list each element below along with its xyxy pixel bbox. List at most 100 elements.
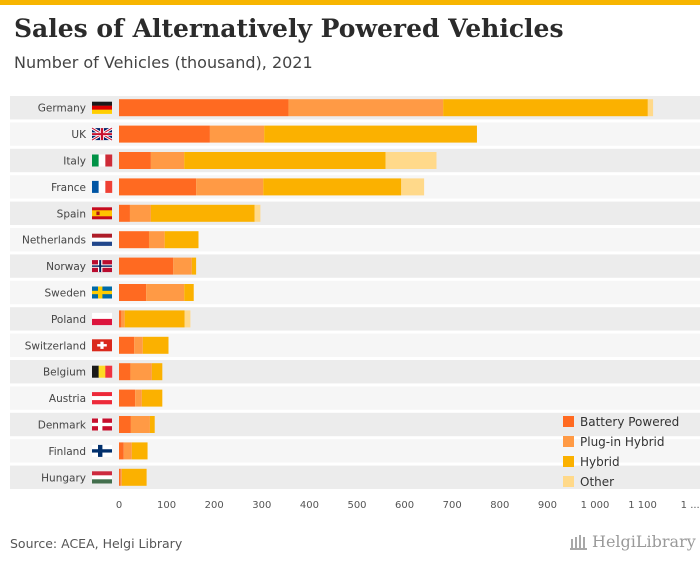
row-band [10, 280, 700, 305]
x-tick-label: 700 [443, 500, 462, 511]
x-tick-label: 500 [347, 500, 366, 511]
bar-segment [401, 178, 425, 196]
uk-flag-icon [91, 126, 113, 142]
bar-segment [288, 99, 444, 117]
bar-segment [119, 416, 131, 433]
bar-segment [124, 310, 185, 328]
bar-segment [164, 231, 199, 249]
row-band [10, 386, 700, 410]
bar-segment [119, 284, 147, 301]
row-band [10, 439, 700, 463]
category-label: UK [71, 129, 87, 141]
switzerland-flag-icon [92, 339, 112, 352]
bar-segment [119, 389, 136, 407]
legend-label: Battery Powered [580, 415, 679, 429]
x-tick-label: 800 [490, 500, 509, 511]
bar-segment [119, 257, 174, 275]
category-label: Switzerland [25, 340, 86, 352]
bar-segment [119, 310, 122, 328]
bar-segment [146, 284, 185, 301]
bar-segment [119, 178, 197, 196]
sweden-flag-icon [92, 286, 112, 299]
x-tick-label: 100 [157, 500, 176, 511]
bar-segment [119, 152, 151, 169]
bar-segment [209, 125, 265, 143]
x-tick-label: 1 100 [628, 500, 657, 511]
x-tick-label: 300 [252, 500, 271, 511]
bar-segment [131, 442, 148, 460]
bar-segment [149, 416, 155, 433]
bar-segment [119, 363, 131, 381]
row-band [10, 360, 700, 384]
x-tick-label: 0 [116, 500, 122, 511]
spain-flag-icon [92, 207, 112, 220]
legend-label: Other [580, 475, 614, 489]
x-tick-label: 1 000 [581, 500, 610, 511]
bar-segment [119, 231, 149, 249]
bar-segment [141, 389, 163, 407]
bar-segment [647, 99, 654, 117]
bar-segment [254, 204, 261, 222]
row-band [10, 412, 700, 437]
bar-segment [121, 468, 147, 486]
row-band [10, 228, 700, 252]
bar-segment [443, 99, 648, 117]
legend-swatch [563, 456, 574, 467]
bar-segment [135, 389, 142, 407]
category-label: Italy [63, 156, 86, 168]
category-label: Austria [49, 393, 86, 405]
bar-segment [119, 99, 289, 117]
category-label: Poland [51, 314, 86, 326]
bar-segment [119, 442, 124, 460]
bar-segment [119, 336, 135, 354]
category-label: Belgium [43, 367, 86, 379]
legend-label: Plug-in Hybrid [580, 435, 665, 449]
chart-title: Sales of Alternatively Powered Vehicles [14, 14, 564, 43]
bar-segment [264, 125, 477, 143]
row-band [10, 254, 700, 278]
bar-segment [119, 125, 210, 143]
chart-subtitle: Number of Vehicles (thousand), 2021 [14, 53, 313, 72]
bar-segment [184, 310, 191, 328]
library-icon [570, 534, 587, 550]
poland-flag-icon [92, 312, 112, 326]
bar-segment [142, 336, 169, 354]
finland-flag-icon [92, 444, 112, 457]
bar-segment [263, 178, 402, 196]
category-label: France [51, 182, 86, 194]
category-label: Finland [48, 446, 86, 458]
bar-segment [150, 152, 185, 169]
bar-segment [121, 310, 125, 328]
netherlands-flag-icon [92, 233, 112, 246]
belgium-flag-icon [92, 365, 113, 378]
bar-segment [184, 152, 386, 169]
italy-flag-icon [92, 154, 113, 167]
row-band [10, 201, 700, 225]
bar-segment [148, 231, 165, 249]
accent-bar [0, 0, 700, 5]
norway-flag-icon [92, 260, 112, 273]
source-note: Source: ACEA, Helgi Library [10, 536, 183, 551]
france-flag-icon [92, 180, 113, 193]
row-band [10, 465, 700, 489]
austria-flag-icon [92, 392, 112, 405]
x-tick-label: 600 [395, 500, 414, 511]
category-label: Hungary [41, 472, 86, 484]
category-label: Denmark [38, 420, 87, 432]
legend-label: Hybrid [580, 455, 620, 469]
x-tick-label: 200 [205, 500, 224, 511]
hungary-flag-icon [92, 471, 112, 484]
bar-segment [191, 257, 197, 275]
helgi-library-logo: HelgiLibrary [570, 532, 696, 551]
category-label: Norway [46, 261, 86, 273]
bar-segment [130, 363, 152, 381]
row-band [10, 333, 700, 357]
legend-swatch [563, 436, 574, 447]
denmark-flag-icon [92, 418, 112, 431]
bar-segment [129, 204, 151, 222]
bar-segment [130, 416, 150, 433]
category-label: Germany [38, 103, 86, 115]
bar-segment [119, 204, 130, 222]
bar-segment [119, 468, 121, 486]
x-tick-label: 400 [300, 500, 319, 511]
